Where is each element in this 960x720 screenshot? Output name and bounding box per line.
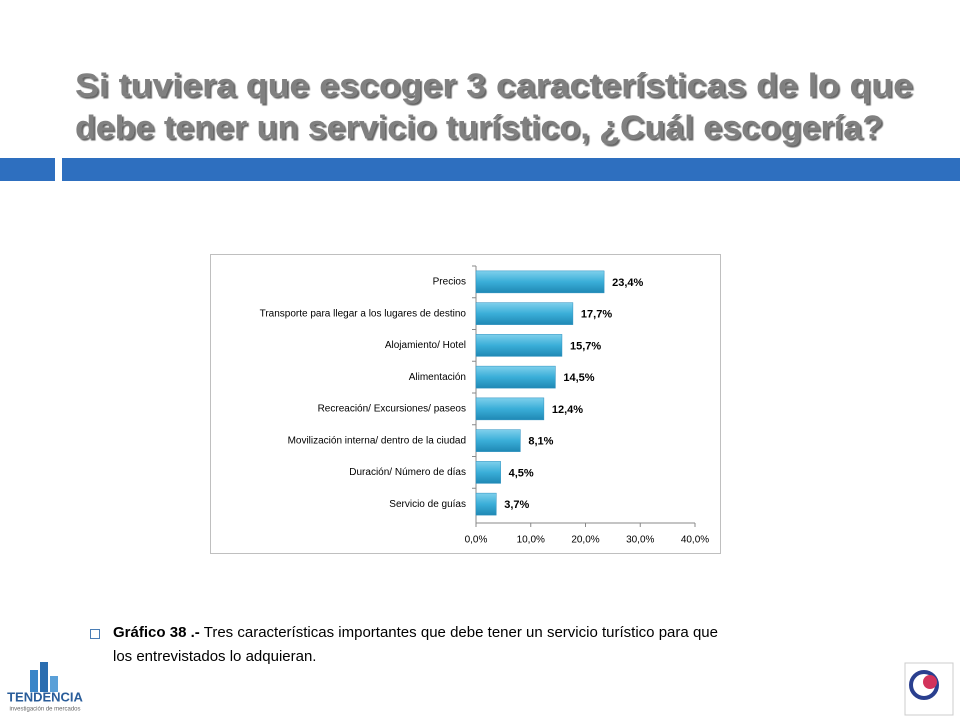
y-tick-label: Movilización interna/ dentro de la ciuda… bbox=[288, 435, 466, 446]
y-tick-label: Transporte para llegar a los lugares de … bbox=[260, 308, 467, 319]
logo-name: TENDENCIA bbox=[7, 689, 83, 704]
value-label: 15,7% bbox=[570, 340, 601, 352]
y-tick-label: Precios bbox=[433, 277, 466, 288]
bar bbox=[475, 270, 605, 294]
bar bbox=[475, 334, 563, 357]
caption-label: Gráfico 38 .- bbox=[113, 624, 200, 641]
title-line: Si tuviera que escoger 3 características… bbox=[75, 67, 913, 104]
header-band bbox=[62, 158, 960, 181]
y-tick-label: Alimentación bbox=[409, 372, 466, 383]
bullet bbox=[90, 629, 100, 639]
x-tick-label: 10,0% bbox=[517, 535, 545, 546]
right-logo bbox=[904, 662, 954, 716]
x-tick-label: 30,0% bbox=[626, 535, 654, 546]
logo-tagline: investigación de mercados bbox=[9, 707, 80, 713]
title-line: debe tener un servicio turístico, ¿Cuál … bbox=[75, 109, 883, 146]
y-tick-label: Recreación/ Excursiones/ paseos bbox=[318, 404, 466, 415]
x-tick-label: 20,0% bbox=[571, 535, 599, 546]
bar bbox=[475, 302, 574, 325]
bar bbox=[475, 429, 521, 452]
caption-text: Tres características importantes que deb… bbox=[113, 624, 718, 665]
left-logo: TENDENCIA investigación de mercados bbox=[7, 662, 84, 713]
bar bbox=[475, 461, 501, 484]
value-label: 3,7% bbox=[504, 499, 529, 511]
value-label: 23,4% bbox=[612, 277, 643, 289]
chart-frame bbox=[210, 254, 721, 554]
x-tick-label: 40,0% bbox=[681, 535, 709, 546]
value-label: 4,5% bbox=[509, 467, 534, 479]
value-label: 12,4% bbox=[552, 404, 583, 416]
caption: Gráfico 38 .- Tres características impor… bbox=[113, 621, 718, 669]
header-square bbox=[0, 158, 55, 181]
value-label: 8,1% bbox=[528, 436, 553, 448]
bar bbox=[475, 492, 497, 516]
x-tick-label: 0,0% bbox=[465, 535, 488, 546]
bar bbox=[475, 397, 545, 421]
value-label: 17,7% bbox=[581, 309, 612, 321]
y-tick-label: Duración/ Número de días bbox=[349, 467, 466, 478]
value-label: 14,5% bbox=[563, 372, 594, 384]
y-tick-label: Servicio de guías bbox=[389, 499, 466, 510]
bar bbox=[475, 365, 556, 389]
y-tick-label: Alojamiento/ Hotel bbox=[385, 340, 466, 351]
